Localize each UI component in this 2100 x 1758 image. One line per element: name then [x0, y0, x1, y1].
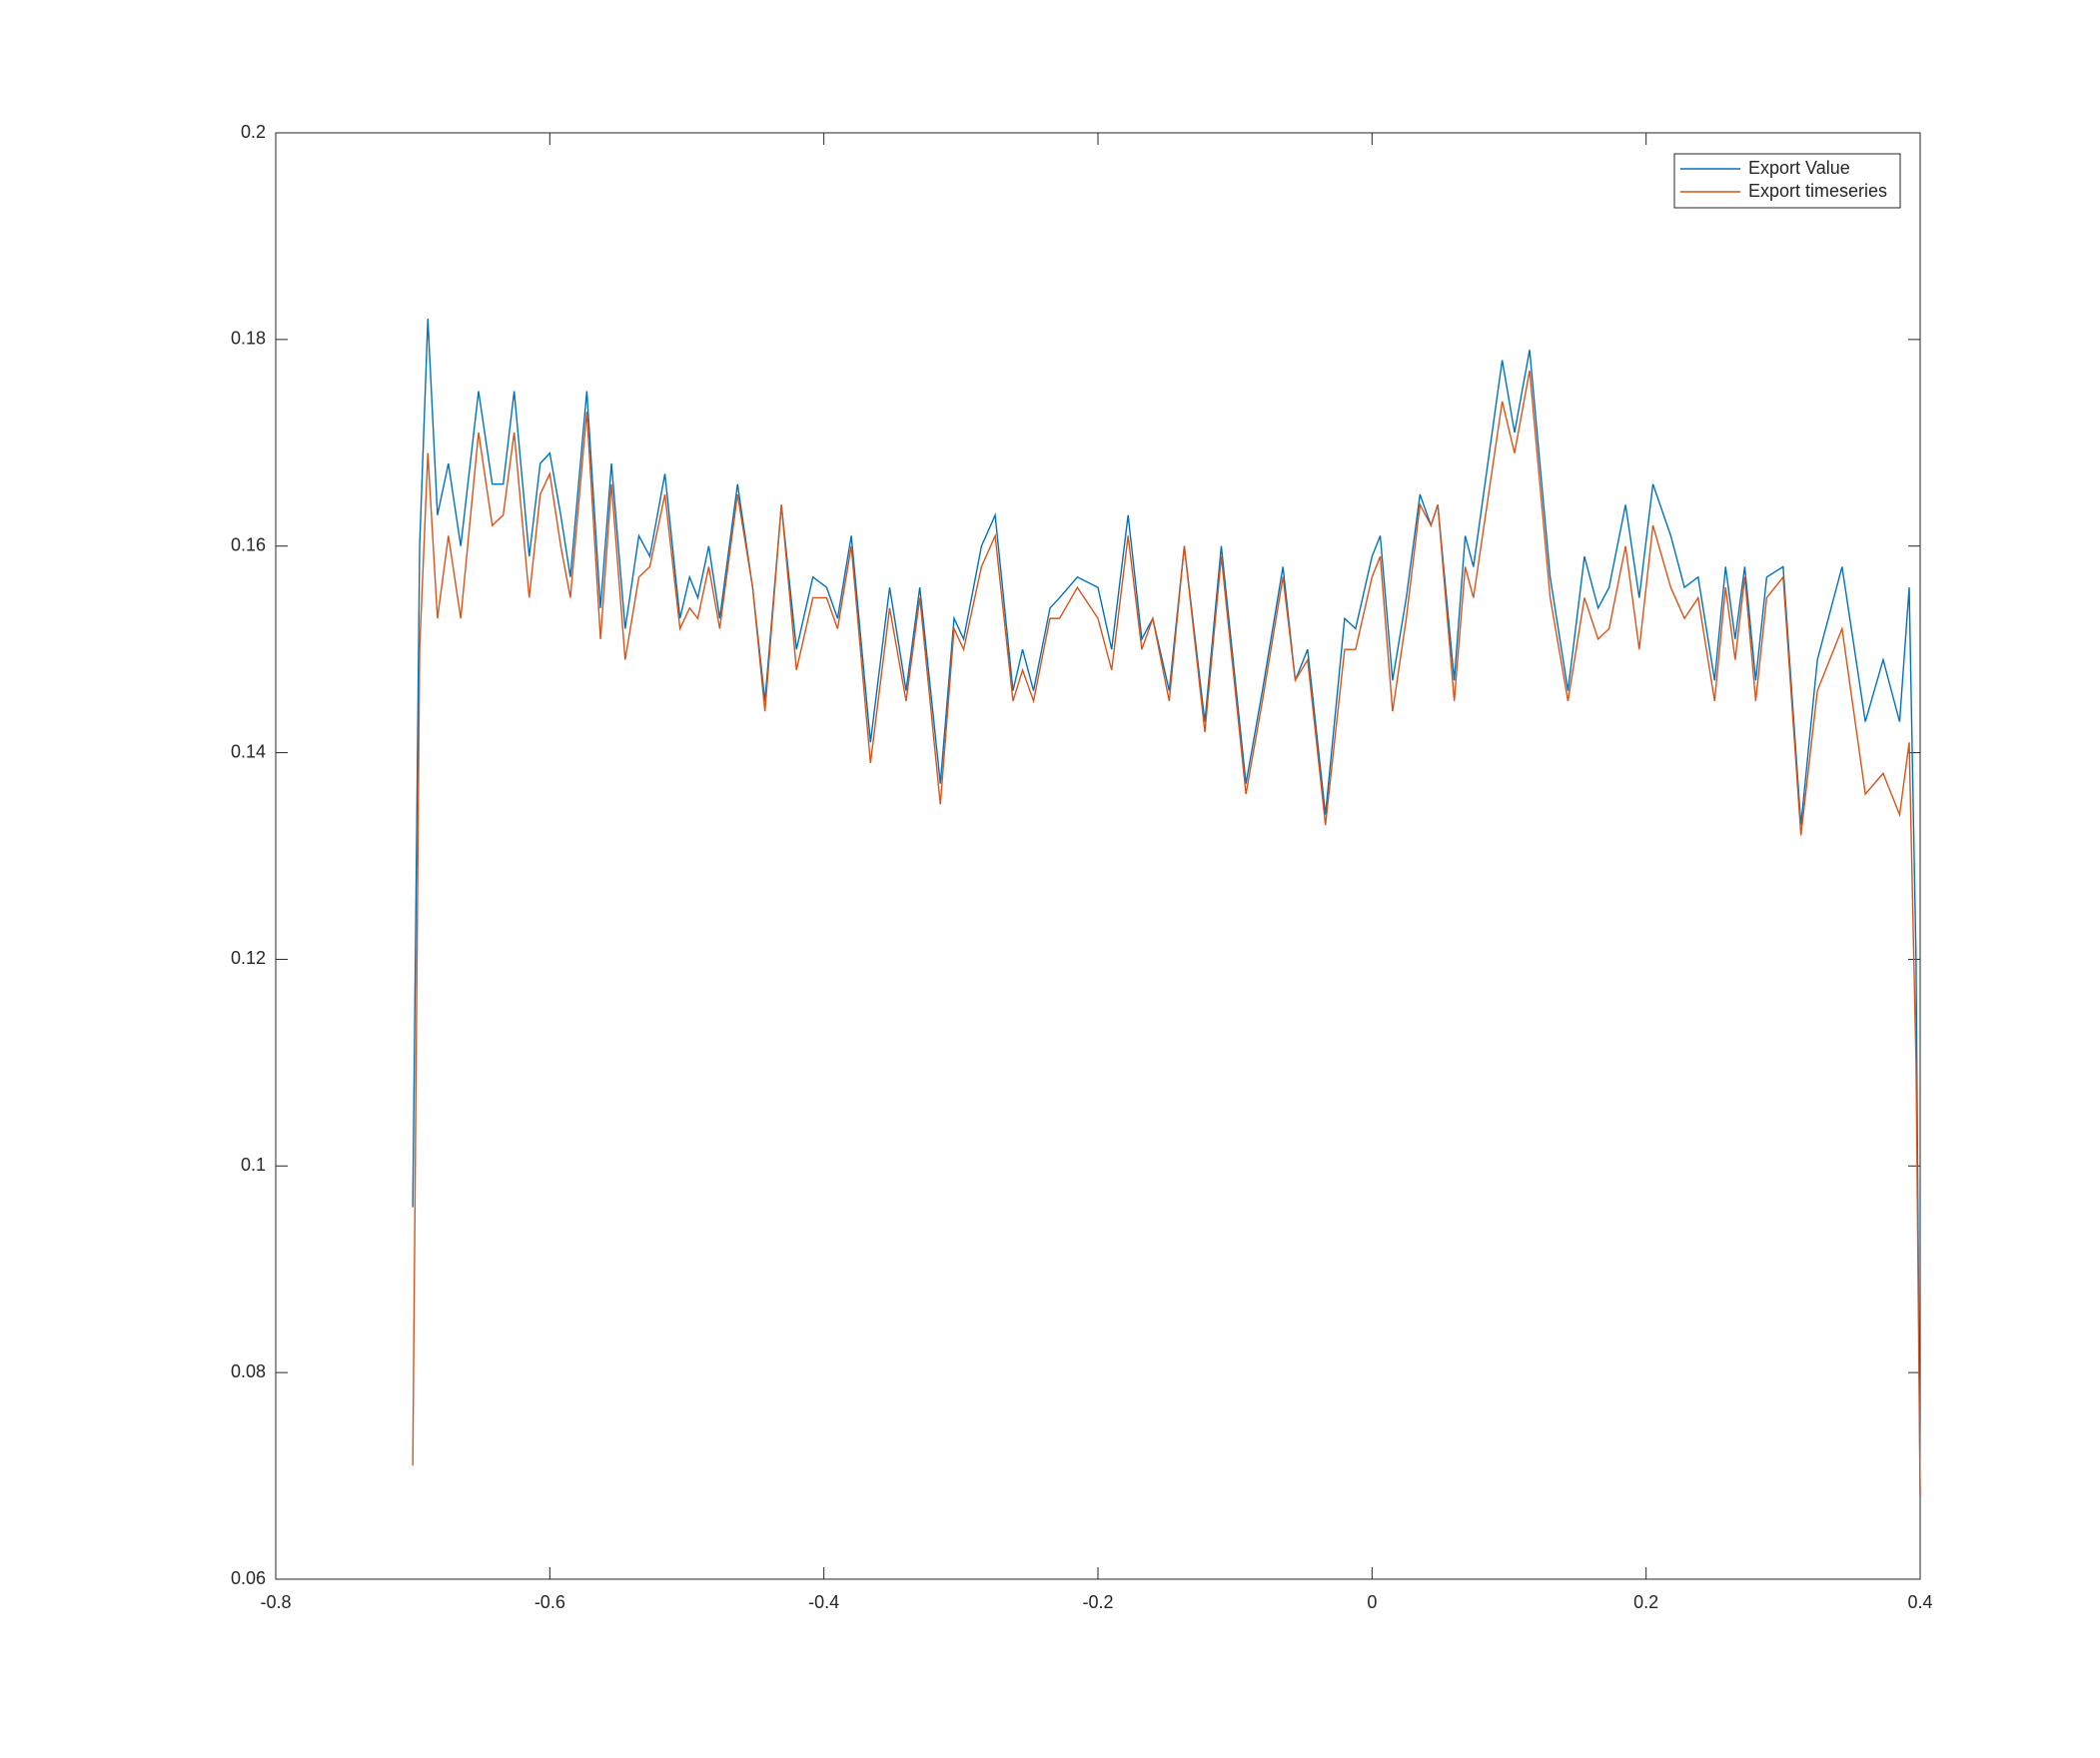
series-line: [412, 319, 1921, 1497]
x-tick-label: -0.8: [260, 1592, 291, 1612]
y-tick-label: 0.14: [231, 741, 266, 761]
y-tick-label: 0.06: [231, 1568, 266, 1588]
plot-area: [275, 132, 1921, 1580]
legend-box: [1673, 153, 1901, 209]
y-tick-label: 0.2: [241, 122, 266, 142]
y-tick-label: 0.08: [231, 1361, 266, 1381]
legend-label: Export Value: [1748, 158, 1850, 178]
x-tick-label: -0.2: [1082, 1592, 1113, 1612]
y-tick-label: 0.16: [231, 534, 266, 554]
y-tick-label: 0.18: [231, 329, 266, 349]
series-line: [412, 370, 1921, 1497]
legend-label: Export timeseries: [1748, 181, 1887, 201]
y-tick-label: 0.1: [241, 1155, 266, 1175]
x-tick-label: 0: [1367, 1592, 1377, 1612]
x-tick-label: 0.4: [1907, 1592, 1932, 1612]
x-tick-label: 0.2: [1633, 1592, 1658, 1612]
x-tick-label: -0.4: [808, 1592, 839, 1612]
x-tick-label: -0.6: [534, 1592, 565, 1612]
y-tick-label: 0.12: [231, 948, 266, 968]
